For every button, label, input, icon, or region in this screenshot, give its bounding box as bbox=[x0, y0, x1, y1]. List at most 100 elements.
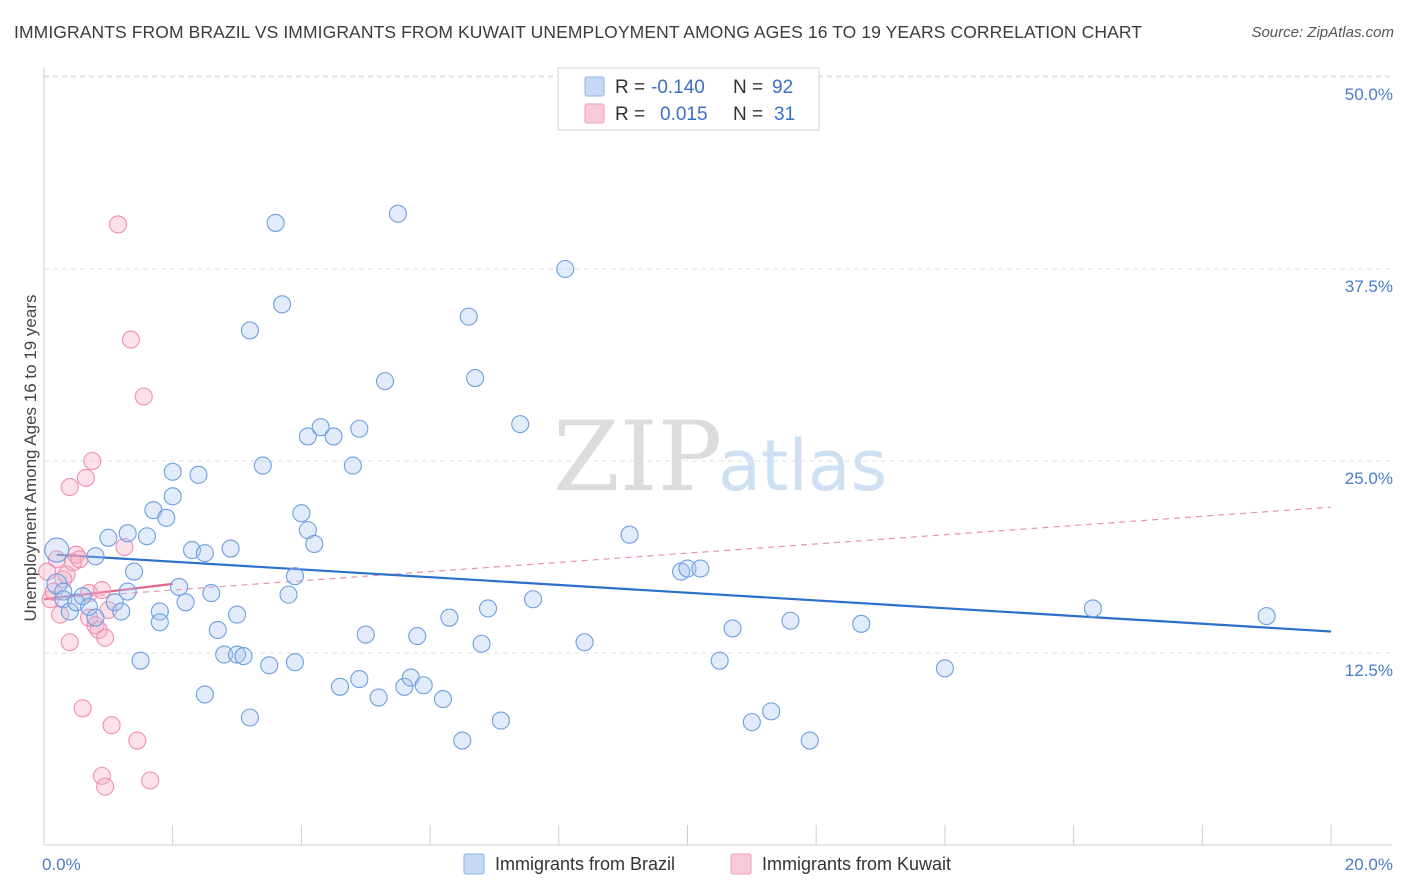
brazil-point bbox=[781, 611, 800, 630]
brazil-point bbox=[620, 525, 639, 544]
legend-label-brazil: Immigrants from Brazil bbox=[495, 854, 675, 874]
kuwait-point bbox=[60, 633, 79, 652]
brazil-point bbox=[511, 415, 530, 434]
brazil-point bbox=[1083, 599, 1102, 618]
brazil-point bbox=[678, 559, 697, 578]
watermark-zip: ZIP bbox=[553, 401, 722, 513]
legend-swatch-kuwait bbox=[584, 103, 605, 124]
watermark-atlas: atlas bbox=[718, 425, 887, 507]
y-tick-label: 25.0% bbox=[1345, 469, 1393, 488]
brazil-point bbox=[356, 625, 375, 644]
kuwait-point bbox=[73, 699, 92, 718]
brazil-point bbox=[376, 372, 395, 391]
brazil-point bbox=[170, 577, 189, 597]
brazil-point bbox=[112, 602, 131, 621]
brazil-point bbox=[408, 627, 427, 646]
brazil-point bbox=[266, 213, 285, 232]
brazil-point bbox=[150, 602, 169, 621]
brazil-point bbox=[73, 587, 92, 606]
brazil-point bbox=[298, 427, 317, 446]
legend-swatch-bottom-brazil bbox=[463, 853, 485, 875]
brazil-point bbox=[388, 204, 407, 223]
brazil-point bbox=[742, 713, 761, 732]
kuwait-point bbox=[96, 628, 115, 647]
brazil-point bbox=[343, 456, 362, 475]
kuwait-point bbox=[60, 478, 79, 497]
legend-n-label-brazil: N = bbox=[733, 77, 763, 98]
brazil-point bbox=[478, 599, 498, 618]
brazil-point bbox=[491, 711, 510, 730]
brazil-point bbox=[453, 731, 472, 750]
brazil-point bbox=[86, 547, 105, 566]
trend-lines bbox=[43, 506, 1332, 633]
brazil-point bbox=[285, 653, 305, 672]
legend-r-label-kuwait: R = bbox=[615, 104, 645, 125]
y-tick-labels: 12.5% 25.0% 37.5% 50.0% bbox=[1345, 85, 1393, 680]
brazil-point bbox=[800, 731, 819, 750]
kuwait-point bbox=[83, 451, 102, 471]
brazil-point bbox=[762, 702, 781, 721]
brazil-point bbox=[330, 677, 350, 696]
brazil-point bbox=[208, 620, 227, 640]
kuwait-point bbox=[51, 605, 70, 624]
source-label: Source: ZipAtlas.com bbox=[1251, 24, 1394, 41]
brazil-point bbox=[163, 487, 182, 506]
legend-label-kuwait: Immigrants from Kuwait bbox=[762, 854, 951, 874]
brazil-point bbox=[86, 608, 105, 627]
brazil-point bbox=[105, 593, 124, 612]
series-kuwait-points bbox=[38, 215, 160, 796]
y-tick-label: 50.0% bbox=[1345, 85, 1393, 104]
brazil-point bbox=[118, 582, 137, 601]
brazil-point bbox=[99, 528, 118, 547]
brazil-point bbox=[157, 508, 176, 527]
brazil-point bbox=[292, 504, 311, 523]
brazil-point bbox=[691, 559, 710, 578]
kuwait-point bbox=[44, 582, 63, 601]
brazil-point bbox=[54, 582, 73, 601]
brazil-point bbox=[195, 685, 214, 704]
brazil-point bbox=[472, 634, 491, 653]
y-axis-label: Unemployment Among Ages 16 to 19 years bbox=[21, 295, 40, 622]
brazil-point bbox=[466, 369, 485, 388]
legend-r-value-kuwait: 0.015 bbox=[660, 104, 708, 125]
kuwait-point bbox=[108, 215, 128, 234]
brazil-point bbox=[163, 462, 182, 481]
legend-n-value-kuwait: 31 bbox=[774, 104, 795, 125]
kuwait-point bbox=[121, 330, 140, 349]
x-tick-label-max: 20.0% bbox=[1345, 855, 1393, 874]
kuwait-point bbox=[79, 608, 99, 627]
watermark: ZIP atlas bbox=[553, 401, 887, 513]
legend-n-value-brazil: 92 bbox=[772, 77, 793, 98]
brazil-point bbox=[723, 619, 742, 638]
brazil-point bbox=[260, 656, 279, 675]
brazil-point bbox=[240, 708, 259, 727]
kuwait-point bbox=[134, 387, 153, 406]
brazil-point bbox=[279, 585, 298, 604]
brazil-point bbox=[395, 677, 414, 696]
series-legend: Immigrants from Brazil Immigrants from K… bbox=[463, 853, 951, 875]
legend-swatch-bottom-kuwait bbox=[730, 853, 752, 875]
x-tick-label-min: 0.0% bbox=[42, 855, 81, 874]
kuwait-point bbox=[102, 716, 121, 735]
brazil-point bbox=[189, 465, 208, 484]
brazil-point bbox=[852, 614, 871, 633]
brazil-point bbox=[240, 321, 259, 340]
brazil-point bbox=[1257, 607, 1276, 626]
brazil-point bbox=[150, 613, 169, 632]
brazil-point bbox=[311, 418, 330, 437]
brazil-point bbox=[79, 597, 99, 616]
chart-title: IMMIGRANTS FROM BRAZIL VS IMMIGRANTS FRO… bbox=[14, 22, 1143, 42]
brazil-point bbox=[60, 602, 79, 621]
brazil-point bbox=[350, 670, 369, 689]
brazil-point bbox=[137, 527, 157, 546]
brazil-point bbox=[710, 651, 729, 670]
brazil-point bbox=[414, 676, 433, 695]
brazil-point bbox=[118, 524, 137, 543]
brazil-point bbox=[433, 690, 453, 709]
brazil-point bbox=[44, 537, 70, 563]
brazil-point bbox=[228, 605, 247, 624]
series-brazil-points bbox=[44, 204, 1276, 750]
kuwait-point bbox=[92, 766, 111, 785]
kuwait-point bbox=[92, 580, 111, 600]
